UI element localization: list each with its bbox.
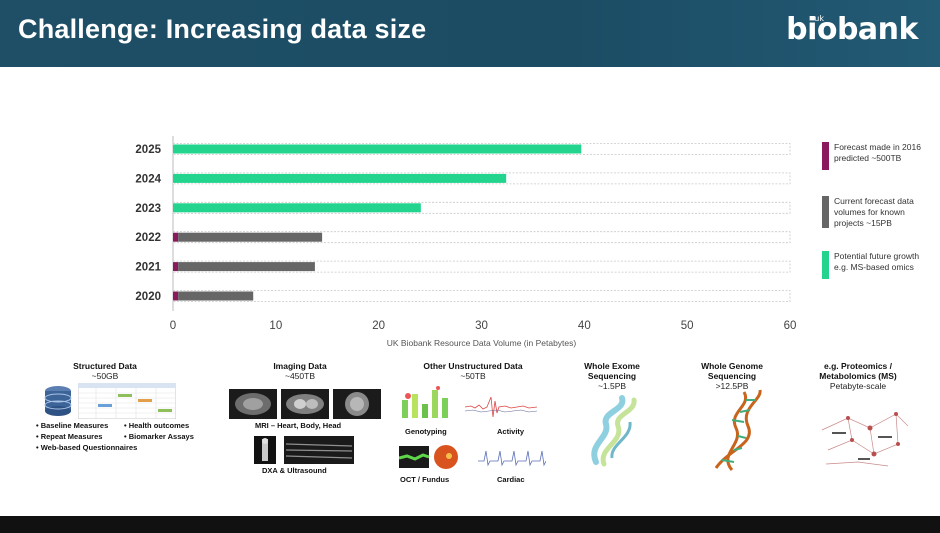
bar-2022-series-0 <box>173 232 179 242</box>
legend-swatch-current-forecast <box>822 196 829 228</box>
structured-data-heading: Structured Data ~50GB <box>40 361 170 381</box>
dxa-ultrasound-images <box>254 436 354 464</box>
x-tick-label-50: 50 <box>681 320 694 332</box>
item-repeat-measures: • Repeat Measures <box>36 432 103 441</box>
y-tick-label-2024: 2024 <box>135 173 161 185</box>
data-volume-chart: 2025 2024 2023 2022 2021 2020 0 10 20 30 40 50 60 UK … <box>135 136 797 348</box>
unstructured-data-title: Other Unstructured Data <box>423 361 523 371</box>
legend-item-future-growth: Potential future growth e.g. MS-based om… <box>822 251 934 281</box>
exome-heading: Whole Exome Sequencing ~1.5PB <box>562 361 662 391</box>
genome-heading: Whole Genome Sequencing >12.5PB <box>680 361 784 391</box>
imaging-data-size: ~450TB <box>284 371 315 381</box>
y-tick-label-2025: 2025 <box>135 144 161 156</box>
genome-title: Whole Genome Sequencing <box>701 361 763 381</box>
legend-item-2016-forecast: Forecast made in 2016 predicted ~500TB <box>822 142 934 172</box>
proteomics-size: Petabyte-scale <box>829 381 887 391</box>
slide-header: Challenge: Increasing data size uk bioba… <box>0 0 940 67</box>
x-tick-label-60: 60 <box>784 320 797 332</box>
x-tick-label-20: 20 <box>372 320 385 332</box>
exome-title: Whole Exome Sequencing <box>584 361 640 381</box>
item-baseline-measures: • Baseline Measures <box>36 421 109 430</box>
bar-2020-series-0 <box>173 291 179 301</box>
unstructured-data-size: ~50TB <box>460 371 486 381</box>
metabolic-network-image <box>821 412 909 467</box>
bar-track-2020 <box>172 290 791 302</box>
activity-label: Activity <box>497 427 525 436</box>
structured-data-title: Structured Data <box>73 361 137 371</box>
oct-fundus-label: OCT / Fundus <box>400 475 450 484</box>
proteomics-heading: e.g. Proteomics / Metabolomics (MS) Peta… <box>806 361 910 391</box>
spreadsheet-thumbnail <box>78 383 176 419</box>
bar-2021-series-0 <box>173 262 179 272</box>
bar-2025-series-2 <box>173 144 582 154</box>
bar-2023-series-2 <box>173 203 421 213</box>
item-health-outcomes: • Health outcomes <box>124 421 190 430</box>
y-tick-label-2020: 2020 <box>135 291 161 303</box>
y-tick-label-2023: 2023 <box>135 203 161 215</box>
bottom-bar <box>0 516 940 533</box>
legend-swatch-2016-forecast <box>822 142 829 170</box>
dna-helix-image <box>714 389 762 471</box>
x-axis-label: UK Biobank Resource Data Volume (in Peta… <box>387 338 577 348</box>
genotyping-label: Genotyping <box>405 427 447 436</box>
mri-label: MRI – Heart, Body, Head <box>255 421 342 430</box>
x-tick-label-0: 0 <box>170 320 176 332</box>
proteomics-title-line1: e.g. Proteomics / <box>823 361 893 371</box>
legend-text-2016-forecast: Forecast made in 2016 predicted ~500TB <box>834 142 921 163</box>
exome-size: ~1.5PB <box>597 381 627 391</box>
mri-images <box>229 389 381 419</box>
imaging-data-heading: Imaging Data ~450TB <box>230 361 370 381</box>
cardiac-label: Cardiac <box>497 475 525 484</box>
database-icon <box>44 386 72 416</box>
item-biomarker-assays: • Biomarker Assays <box>124 432 194 441</box>
dxa-label: DXA & Ultrasound <box>262 466 327 475</box>
legend-swatch-future-growth <box>822 251 829 279</box>
biobank-logo: biobank <box>786 12 918 47</box>
legend-item-current-forecast: Current forecast data volumes for known … <box>822 196 934 232</box>
bar-2020-series-1 <box>178 291 254 301</box>
item-web-questionnaires: • Web-based Questionnaires <box>36 443 138 452</box>
activity-signal <box>465 396 537 418</box>
x-tick-label-30: 30 <box>475 320 488 332</box>
proteomics-title-line2: Metabolomics (MS) <box>819 371 897 381</box>
unstructured-data-heading: Other Unstructured Data ~50TB <box>408 361 538 381</box>
legend-text-current-forecast: Current forecast data volumes for known … <box>834 196 914 228</box>
genome-size: >12.5PB <box>715 381 749 391</box>
x-tick-label-10: 10 <box>269 320 282 332</box>
genotyping-image <box>402 386 448 418</box>
structured-data-size: ~50GB <box>91 371 119 381</box>
logo-prefix: uk <box>814 14 824 23</box>
slide: Challenge: Increasing data size uk bioba… <box>0 0 940 516</box>
y-tick-label-2021: 2021 <box>135 262 161 274</box>
slide-title: Challenge: Increasing data size <box>18 14 427 44</box>
oct-fundus-images <box>399 445 458 469</box>
legend-text-future-growth: Potential future growth e.g. MS-based om… <box>834 251 920 272</box>
bar-2022-series-1 <box>178 232 323 242</box>
y-tick-label-2022: 2022 <box>135 232 161 244</box>
cardiac-ecg <box>478 450 546 467</box>
bar-2021-series-1 <box>178 262 315 272</box>
imaging-data-title: Imaging Data <box>273 361 327 371</box>
exome-structure-image <box>591 395 637 467</box>
x-tick-label-40: 40 <box>578 320 591 332</box>
bar-2024-series-2 <box>173 173 507 183</box>
